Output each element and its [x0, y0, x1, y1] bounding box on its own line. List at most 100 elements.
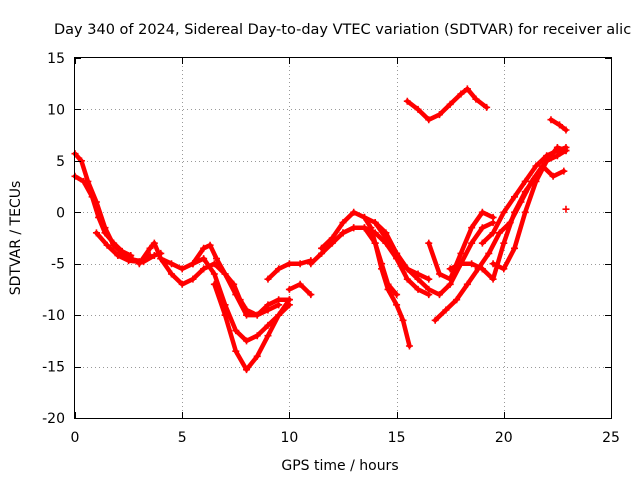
data-point	[221, 311, 229, 319]
data-point	[103, 241, 111, 249]
series-band	[372, 220, 496, 297]
series-track-13	[360, 213, 401, 299]
series-track-9	[285, 280, 315, 299]
data-point	[296, 280, 304, 288]
x-tick-label: 15	[388, 430, 406, 446]
data-point	[560, 167, 568, 175]
series-band	[490, 145, 569, 272]
y-tick-label: -10	[42, 308, 65, 324]
data-point	[221, 270, 229, 278]
data-point	[457, 90, 465, 98]
data-point	[146, 244, 154, 252]
data-point	[500, 265, 508, 273]
data-point	[478, 239, 486, 247]
data-point	[275, 296, 283, 304]
data-point	[125, 257, 133, 265]
data-point	[243, 366, 251, 374]
chart-title: Day 340 of 2024, Sidereal Day-to-day VTE…	[54, 22, 631, 38]
data-point	[442, 306, 450, 314]
y-tick-label: -15	[42, 360, 65, 376]
data-point	[414, 285, 422, 293]
data-point	[135, 260, 143, 268]
data-point	[431, 316, 439, 324]
data-point	[118, 247, 126, 255]
data-point	[483, 103, 491, 111]
data-point	[562, 205, 570, 213]
x-tick-label: 10	[280, 430, 298, 446]
data-point	[489, 260, 497, 268]
data-point	[285, 260, 293, 268]
series-track-17	[431, 162, 568, 324]
data-point	[393, 291, 401, 299]
data-point	[200, 244, 208, 252]
data-point	[393, 301, 401, 309]
data-point	[478, 224, 486, 232]
data-point	[178, 280, 186, 288]
data-point	[210, 270, 218, 278]
data-point	[285, 296, 293, 304]
series-track-15	[403, 85, 491, 124]
data-point	[511, 193, 519, 201]
data-point	[425, 275, 433, 283]
data-point	[253, 352, 261, 360]
data-point	[80, 177, 88, 185]
data-point	[446, 275, 454, 283]
y-tick-label: 15	[47, 51, 65, 67]
data-point	[253, 332, 261, 340]
data-point	[472, 95, 480, 103]
data-point	[511, 208, 519, 216]
data-point	[95, 213, 103, 221]
data-point	[485, 249, 493, 257]
data-point	[210, 260, 218, 268]
data-point	[468, 239, 476, 247]
data-point	[296, 260, 304, 268]
data-point	[478, 208, 486, 216]
data-point	[403, 97, 411, 105]
data-point	[189, 260, 197, 268]
data-point	[77, 157, 85, 165]
plot-frame	[74, 57, 612, 419]
data-point	[382, 234, 390, 242]
data-point	[200, 255, 208, 263]
data-point	[521, 177, 529, 185]
series-band	[212, 282, 292, 372]
data-point	[521, 188, 529, 196]
data-point	[264, 275, 272, 283]
data-point	[414, 105, 422, 113]
data-point	[92, 229, 100, 237]
data-point	[478, 265, 486, 273]
data-point	[500, 208, 508, 216]
data-layer	[71, 85, 570, 374]
data-point	[553, 143, 561, 151]
data-point	[403, 265, 411, 273]
data-point	[360, 224, 368, 232]
data-point	[210, 280, 218, 288]
data-point	[213, 255, 221, 263]
series-band	[72, 174, 133, 258]
y-tick-label: -5	[51, 257, 65, 273]
data-point	[457, 249, 465, 257]
series-track-14	[371, 219, 497, 299]
labels-layer: 0 5 10 15 20 25 -20 -15 -10 -5 0 5 10 15	[42, 51, 620, 446]
data-point	[521, 208, 529, 216]
series-track-4	[135, 239, 283, 319]
x-axis-label: GPS time / hours	[281, 458, 398, 474]
data-point	[496, 229, 504, 237]
y-tick-label: 0	[56, 205, 65, 221]
data-point	[328, 234, 336, 242]
data-point	[500, 239, 508, 247]
data-point	[403, 275, 411, 283]
data-point	[532, 162, 540, 170]
data-point	[285, 285, 293, 293]
data-point	[435, 270, 443, 278]
data-point	[378, 260, 386, 268]
data-point	[532, 177, 540, 185]
data-point	[468, 260, 476, 268]
data-point	[446, 100, 454, 108]
data-point	[425, 239, 433, 247]
data-point	[457, 260, 465, 268]
y-tick-label: 5	[56, 154, 65, 170]
data-point	[232, 291, 240, 299]
data-point	[339, 219, 347, 227]
data-point	[275, 265, 283, 273]
